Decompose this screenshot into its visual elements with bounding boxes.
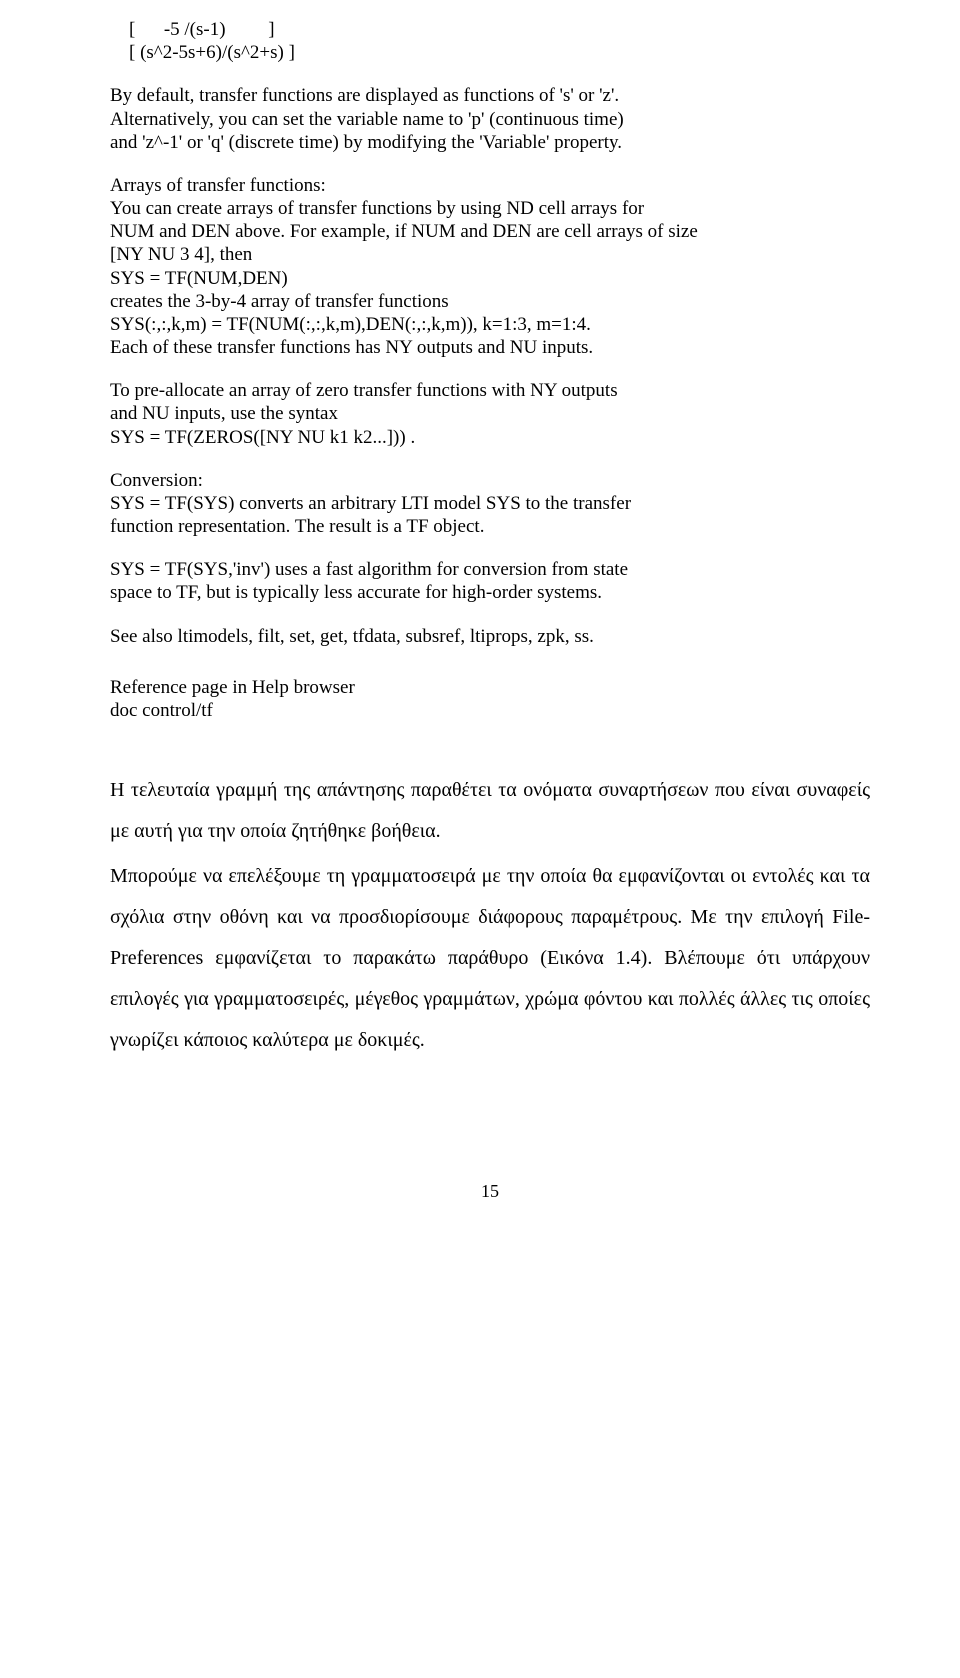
text-line: SYS(:,:,k,m) = TF(NUM(:,:,k,m),DEN(:,:,k… [110, 313, 870, 336]
code-line: [ (s^2-5s+6)/(s^2+s) ] [110, 41, 870, 64]
greek-body: Η τελευταία γραμμή της απάντησης παραθέτ… [110, 770, 870, 1061]
paragraph-reference: Reference page in Help browser doc contr… [110, 676, 870, 722]
paragraph-inv: SYS = TF(SYS,'inv') uses a fast algorith… [110, 558, 870, 604]
text-line: To pre-allocate an array of zero transfe… [110, 379, 870, 402]
text-line: Conversion: [110, 469, 870, 492]
paragraph-preallocate: To pre-allocate an array of zero transfe… [110, 379, 870, 449]
text-line: doc control/tf [110, 699, 870, 722]
text-line: SYS = TF(SYS) converts an arbitrary LTI … [110, 492, 870, 515]
text-line: and NU inputs, use the syntax [110, 402, 870, 425]
page-number: 15 [110, 1181, 870, 1203]
code-block: [ -5 /(s-1) ] [ (s^2-5s+6)/(s^2+s) ] [110, 18, 870, 64]
text-line: [NY NU 3 4], then [110, 243, 870, 266]
text-line: creates the 3-by-4 array of transfer fun… [110, 290, 870, 313]
text-line: and 'z^-1' or 'q' (discrete time) by mod… [110, 131, 870, 154]
text-line: Alternatively, you can set the variable … [110, 108, 870, 131]
greek-paragraph: Η τελευταία γραμμή της απάντησης παραθέτ… [110, 770, 870, 852]
text-line: SYS = TF(SYS,'inv') uses a fast algorith… [110, 558, 870, 581]
text-line: space to TF, but is typically less accur… [110, 581, 870, 604]
text-line: See also ltimodels, filt, set, get, tfda… [110, 625, 870, 648]
text-line: Each of these transfer functions has NY … [110, 336, 870, 359]
text-line: You can create arrays of transfer functi… [110, 197, 870, 220]
text-line: SYS = TF(NUM,DEN) [110, 267, 870, 290]
text-line: function representation. The result is a… [110, 515, 870, 538]
text-line: NUM and DEN above. For example, if NUM a… [110, 220, 870, 243]
paragraph-default-display: By default, transfer functions are displ… [110, 84, 870, 154]
text-line: SYS = TF(ZEROS([NY NU k1 k2...])) . [110, 426, 870, 449]
paragraph-seealso: See also ltimodels, filt, set, get, tfda… [110, 625, 870, 648]
text-line: Arrays of transfer functions: [110, 174, 870, 197]
code-line: [ -5 /(s-1) ] [110, 18, 870, 41]
paragraph-arrays: Arrays of transfer functions: You can cr… [110, 174, 870, 359]
text-line: By default, transfer functions are displ… [110, 84, 870, 107]
paragraph-conversion: Conversion: SYS = TF(SYS) converts an ar… [110, 469, 870, 539]
text-line: Reference page in Help browser [110, 676, 870, 699]
greek-paragraph: Μπορούμε να επελέξουμε τη γραμματοσειρά … [110, 856, 870, 1061]
